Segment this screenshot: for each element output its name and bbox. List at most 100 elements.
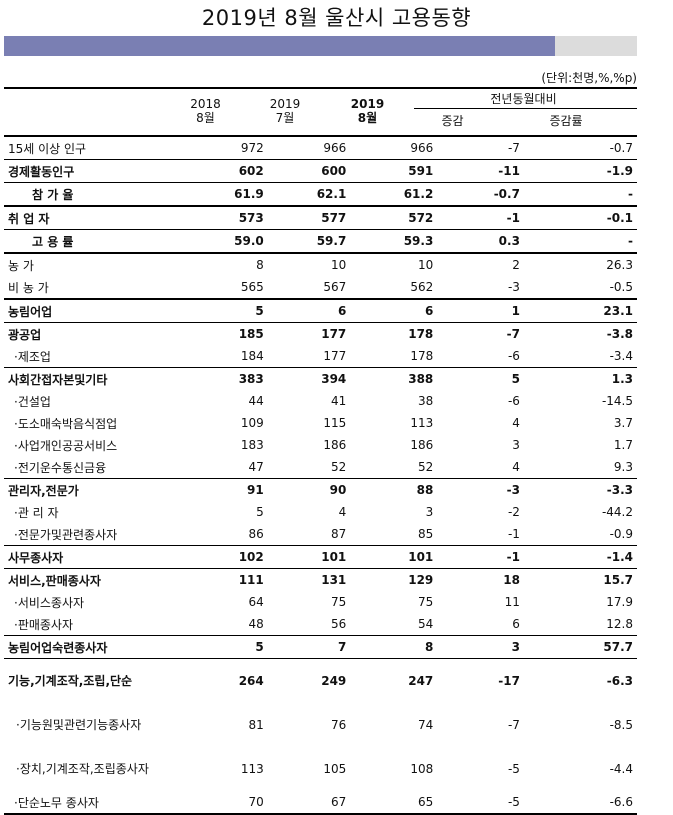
row-value: 183 bbox=[240, 438, 264, 452]
row-value: 4 bbox=[512, 460, 520, 474]
header-year: 2019 bbox=[350, 97, 385, 111]
table-row: 광공업 185 177 178 -7 -3.8 bbox=[4, 322, 637, 345]
row-value: 8 bbox=[186, 252, 268, 276]
row-value: -0.9 bbox=[609, 527, 633, 541]
row-value: 23.1 bbox=[523, 298, 637, 323]
row-value: 388 bbox=[350, 367, 438, 390]
row-value: -1 bbox=[437, 545, 524, 569]
row-value: 972 bbox=[186, 135, 268, 160]
employment-table: 15세 이상 인구 972 966 966 -7 -0.7 경제활동인구 602 600 591-… bbox=[4, 135, 637, 815]
row-value: 111 bbox=[186, 568, 268, 591]
header-month: 8월 bbox=[196, 111, 215, 125]
row-value: -1 bbox=[437, 205, 524, 230]
row-value: 5 bbox=[186, 298, 268, 323]
row-value: 108 bbox=[410, 762, 434, 776]
row-value: 4 bbox=[512, 416, 520, 430]
row-value: -0.7 bbox=[437, 182, 524, 206]
header-month: 7월 bbox=[275, 111, 295, 125]
table-row: ·건설업 44 41 38 -6 -14.5 bbox=[4, 390, 637, 412]
row-value: 88 bbox=[350, 478, 438, 501]
row-value: -5 bbox=[507, 762, 520, 776]
row-value: 10 bbox=[350, 252, 438, 276]
row-value: 966 bbox=[267, 135, 351, 160]
row-value: 67 bbox=[267, 791, 351, 815]
row-value: 185 bbox=[186, 322, 268, 345]
row-value: - bbox=[523, 182, 637, 206]
row-value: -6 bbox=[507, 349, 520, 363]
row-value: 5 bbox=[186, 635, 268, 659]
row-value: 56 bbox=[331, 617, 347, 631]
row-value: 1.3 bbox=[523, 367, 637, 390]
row-value: 52 bbox=[331, 460, 347, 474]
row-value: 184 bbox=[240, 349, 264, 363]
row-value: 6 bbox=[350, 298, 438, 323]
row-value: 565 bbox=[240, 280, 264, 294]
row-value: 44 bbox=[248, 394, 264, 408]
row-value: -0.1 bbox=[523, 205, 637, 230]
row-value: 48 bbox=[248, 617, 264, 631]
row-label: 사회간접자본및기타 bbox=[4, 367, 187, 390]
row-label: ·전기운수통신금융 bbox=[14, 460, 107, 475]
row-value: 101 bbox=[267, 545, 351, 569]
header-2018-aug: 2018 8월 bbox=[166, 97, 245, 125]
table-row: 참 가 율 61.9 62.1 61.2 -0.7- bbox=[4, 182, 637, 206]
row-value: 572 bbox=[350, 205, 438, 230]
row-label: 관리자,전문가 bbox=[4, 478, 187, 501]
row-value: 129 bbox=[350, 568, 438, 591]
header-2019-aug: 2019 8월 bbox=[325, 97, 410, 125]
row-value: -14.5 bbox=[601, 394, 633, 408]
header-month: 8월 bbox=[357, 111, 378, 125]
row-label: 농림어업숙련종사자 bbox=[4, 635, 187, 659]
row-value: 52 bbox=[418, 460, 434, 474]
row-value: 47 bbox=[248, 460, 264, 474]
row-label: ·제조업 bbox=[14, 349, 51, 364]
row-label: ·관 리 자 bbox=[14, 505, 59, 520]
row-value: 75 bbox=[331, 595, 347, 609]
row-value: -3 bbox=[507, 280, 520, 294]
row-value: -5 bbox=[437, 791, 524, 815]
row-value: 178 bbox=[350, 322, 438, 345]
table-row: ·장치,기계조작,조립종사자 113 105 108 -5 -4.4 bbox=[4, 747, 637, 791]
row-value: 131 bbox=[267, 568, 351, 591]
row-value: 85 bbox=[418, 527, 434, 541]
row-label: 비 농 가 bbox=[8, 280, 49, 295]
row-value: 12.8 bbox=[606, 617, 633, 631]
row-value: 10 bbox=[267, 252, 351, 276]
row-value: 178 bbox=[410, 349, 434, 363]
row-value: 57.7 bbox=[523, 635, 637, 659]
row-value: 113 bbox=[410, 416, 434, 430]
row-value: 0.3 bbox=[437, 229, 524, 253]
table-row: 비 농 가 565 567 562 -3 -0.5 bbox=[4, 276, 637, 299]
row-label: 취 업 자 bbox=[4, 205, 187, 230]
header-change: 증감 bbox=[441, 114, 464, 128]
row-value: 6 bbox=[512, 617, 520, 631]
row-value: -3 bbox=[437, 478, 524, 501]
row-value: - bbox=[523, 229, 637, 253]
row-label: 15세 이상 인구 bbox=[4, 135, 187, 160]
row-value: 59.3 bbox=[350, 229, 438, 253]
row-value: 1 bbox=[437, 298, 524, 323]
table-row: ·단순노무 종사자 70 67 65 -5 -6.6 bbox=[4, 791, 637, 815]
row-value: 105 bbox=[323, 762, 347, 776]
row-label: 사무종사자 bbox=[4, 545, 187, 569]
row-label: ·도소매숙박음식점업 bbox=[14, 416, 118, 431]
row-value: 70 bbox=[186, 791, 268, 815]
row-value: -2 bbox=[507, 505, 520, 519]
row-label: 참 가 율 bbox=[4, 182, 187, 206]
unit-note: (단위:천명,%,%p) bbox=[541, 71, 637, 85]
row-value: 394 bbox=[267, 367, 351, 390]
progress-bar bbox=[4, 36, 637, 56]
row-value: 573 bbox=[186, 205, 268, 230]
row-value: 115 bbox=[323, 416, 347, 430]
row-value: 3 bbox=[425, 505, 434, 519]
row-value: -4.4 bbox=[609, 762, 633, 776]
row-value: 64 bbox=[248, 595, 264, 609]
table-row: 농림어업숙련종사자 5 7 8 3 57.7 bbox=[4, 635, 637, 659]
row-value: 177 bbox=[323, 349, 347, 363]
table-row: ·서비스종사자 64 75 75 11 17.9 bbox=[4, 591, 637, 613]
row-value: -6.3 bbox=[523, 658, 637, 703]
row-value: 3.7 bbox=[613, 416, 633, 430]
row-value: 61.2 bbox=[350, 182, 438, 206]
row-value: 62.1 bbox=[267, 182, 351, 206]
table-row: 취 업 자 573 577 572 -1 -0.1 bbox=[4, 205, 637, 230]
